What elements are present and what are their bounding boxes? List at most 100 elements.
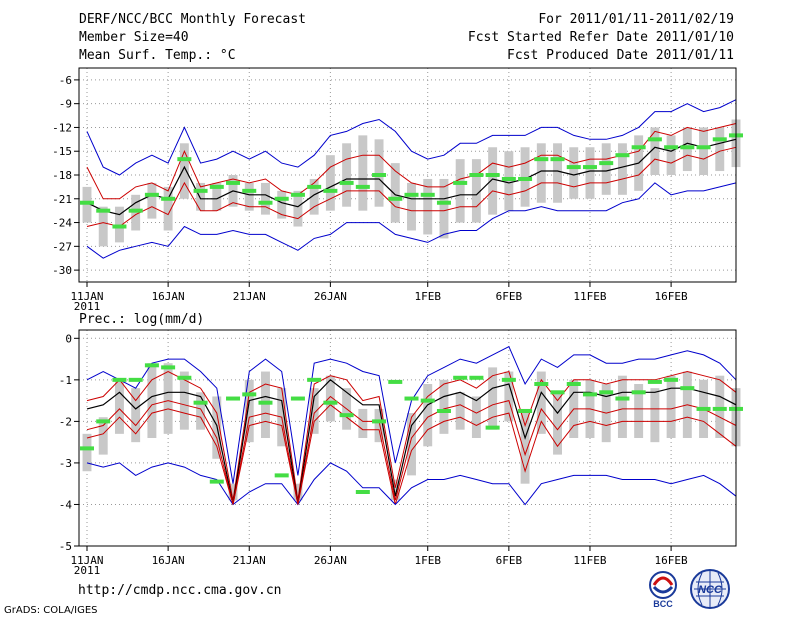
panel1-xtick-label: 26JAN [314,290,347,303]
panel2-obs-marker [128,377,143,382]
panel2-xtick-label: 11JAN [70,554,103,567]
panel1-spread-box [261,182,270,215]
panel2-series-mean [86,378,737,505]
panel2-obs-marker [290,396,305,401]
panel2-spread-box [261,371,270,438]
panel2-spread-box [520,408,530,484]
panel1-spread-box [488,147,498,215]
panel1-spread-box [212,182,222,211]
panel2-obs-marker [144,363,159,368]
panel1-obs-marker [436,200,451,205]
panel1-ytick-label: -27 [52,240,72,253]
panel1-series-max [86,99,737,176]
panel2-obs-marker [339,413,354,418]
panel1-series-lower [86,146,737,228]
panel2-spread-box [82,433,92,472]
panel1-obs-marker [485,173,500,177]
panel1-spread-box [423,178,433,235]
panel1-obs-marker [388,196,403,201]
panel2-obs-marker [242,392,257,397]
panel2-spread-box [471,396,481,438]
panel2-obs-marker [599,390,614,395]
panel2-obs-marker [664,377,679,382]
panel1-obs-marker [355,184,370,189]
panel2-spread-box [309,388,319,434]
panel2-ytick-label: -4 [59,498,73,511]
panel2-spread-box [179,371,189,430]
panel1-ytick-label: -9 [59,98,72,111]
panel1-obs-marker [177,157,192,162]
bcc-logo: BCC [642,568,684,610]
panel2-spread-box [439,379,449,434]
panel1-obs-marker [550,157,565,162]
panel2-spread-box [114,379,124,434]
panel2-spread-box [650,388,660,443]
panel2-ytick-label: -1 [59,374,72,387]
panel1-ytick-label: -30 [52,264,72,277]
panel1-obs-marker [582,165,597,170]
panel2-obs-marker [96,419,111,424]
panel1-xtick-label: 11FEB [573,290,606,303]
panel1-obs-marker [144,192,159,197]
panel2-spread-box [504,371,514,422]
panel1-series-mean [86,138,737,216]
panel2-obs-marker [372,419,387,424]
panel2-obs-marker [161,365,176,370]
panel1-xtick-label: 16FEB [655,290,688,303]
panel1-spread-box [163,186,173,231]
panel2-spread-box [634,384,644,438]
panel1-spread-box [244,182,254,211]
panel1-spread-box [471,159,481,223]
panel1-obs-marker [112,224,127,229]
panel2-spread-box [196,392,206,430]
panel2-spread-box [358,408,368,438]
panel2-spread-box [407,413,416,476]
panel1-obs-marker [680,145,695,150]
panel2-series-inner [86,395,737,505]
panel2-xtick-label: 26JAN [314,554,347,567]
panel2-obs-marker [274,473,289,478]
panel2-obs-marker [177,375,192,380]
panel1-spread-box [650,127,660,175]
panel1-spread-box [309,178,319,215]
panel1-obs-marker [226,180,241,185]
panel2-obs-marker [404,396,419,401]
panel2-spread-box [228,483,238,501]
panel1-obs-marker [469,173,484,177]
source-url[interactable]: http://cmdp.ncc.cma.gov.cn [78,583,282,598]
panel1-xtick-sublabel: 2011 [74,300,101,313]
panel2-obs-marker [436,409,451,413]
panel2-spread-box [553,392,562,455]
variable-label: Mean Surf. Temp.: °C [79,48,236,63]
panel2-title: Prec.: log(mm/d) [79,312,204,327]
panel1-obs-marker [96,208,111,213]
panel2-series-upper [86,370,737,501]
panel1-xtick-label: 16JAN [152,290,185,303]
panel1-spread-box [342,143,352,207]
panel1-obs-marker [372,173,387,177]
panel1-spread-box [585,147,595,199]
produced-date: Fcst Produced Date 2011/01/11 [507,48,734,63]
panel1-spread-box [147,182,157,219]
panel1-obs-marker [453,180,468,185]
panel2-spread-box [536,371,546,434]
start-date: Fcst Started Refer Date 2011/01/10 [467,30,734,45]
panel1-spread-box [439,178,449,239]
panel1-xtick-label: 11JAN [70,290,103,303]
panel2-ytick-label: -5 [59,540,72,553]
panel2-xtick-sublabel: 2011 [74,564,101,577]
panel1-obs-marker [518,176,533,181]
panel2-frame [78,329,737,547]
panel1-obs-marker [501,176,516,181]
panel2-ytick-label: 0 [65,332,72,345]
panel1-spread-box [699,127,709,175]
panel1-ytick-label: -15 [52,145,72,158]
panel1-obs-marker [323,188,338,193]
panel1-spread-box [569,147,579,199]
panel2-obs-marker [355,490,370,494]
panel2-obs-marker [534,382,549,386]
panel2-spread-box [131,388,141,443]
panel1-spread-box [98,206,108,247]
panel2-series-min [86,462,737,506]
